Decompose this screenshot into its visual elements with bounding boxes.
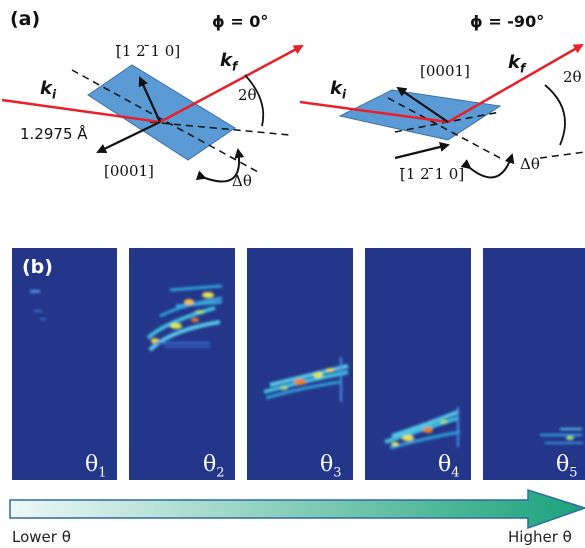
lower-theta-label: Lower θ [12, 528, 71, 546]
panel-a-label: (a) [10, 8, 41, 30]
left-dir-arrow-down [96, 121, 161, 154]
left-incident-beam [1, 98, 161, 124]
right-phi-label: ϕ = -90° [470, 12, 545, 31]
right-dashed-axis [387, 97, 501, 159]
theta4-image [365, 248, 471, 480]
theta3-image [247, 248, 353, 480]
right-ki-label: ki [330, 78, 347, 102]
left-crystal-plane [87, 64, 236, 161]
right-dir-arrow-down [394, 142, 450, 160]
higher-theta-label: Higher θ [508, 528, 572, 546]
theta5-label: θ5 [556, 452, 578, 481]
panel-b-images [12, 248, 585, 480]
right-dir-top-label: [0001] [420, 62, 470, 80]
right-diffracted-beam [447, 43, 584, 124]
left-diffracted-beam [159, 44, 304, 124]
right-dir-bottom-label: [̄1 2 ̄1 0] [400, 165, 465, 183]
left-phi-label: ϕ = 0° [212, 12, 269, 31]
right-delta-theta-label: Δθ [520, 155, 540, 173]
theta2-label: θ2 [203, 452, 225, 481]
right-dashed-right [539, 151, 585, 159]
right-dir-arrow-up [396, 86, 449, 123]
left-ki-label: ki [40, 78, 57, 102]
right-geometry [299, 43, 585, 179]
theta1-label: θ1 [85, 452, 107, 481]
theta-gradient-arrow [9, 488, 585, 530]
left-wavelength-label: 1.2975 Å [20, 125, 88, 143]
theta4-label: θ4 [438, 452, 460, 481]
left-two-theta-label: 2θ [238, 86, 257, 104]
left-dir-arrow-up [138, 76, 162, 123]
left-dir-top-label: [̄1 2 ̄1 0] [116, 42, 181, 60]
right-kf-label: kf [508, 52, 526, 76]
theta3-label: θ3 [320, 452, 342, 481]
left-two-theta-arc [244, 74, 265, 127]
left-geometry [1, 44, 304, 183]
theta2-image [129, 248, 235, 480]
right-delta-theta-arc [460, 153, 515, 179]
panel-b-label: (b) [22, 256, 53, 278]
panel-a-diagram [1, 43, 585, 183]
left-delta-theta-arc [195, 148, 245, 183]
left-delta-theta-label: Δθ [232, 172, 252, 190]
theta1-image [12, 248, 117, 480]
left-kf-label: kf [220, 50, 238, 74]
left-dir-bottom-label: [0001] [104, 162, 154, 180]
right-incident-beam [299, 100, 449, 124]
right-two-theta-arc [544, 84, 566, 146]
right-two-theta-label: 2θ [563, 68, 582, 86]
theta5-image [483, 248, 585, 480]
